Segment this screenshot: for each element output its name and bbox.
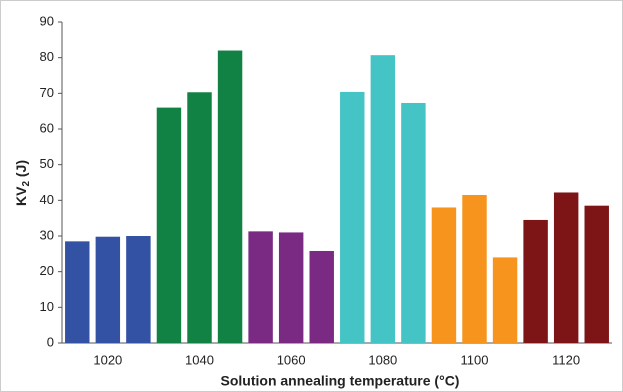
y-axis-label: KV2 (J) [13, 160, 32, 206]
bar [248, 231, 273, 343]
bar [462, 194, 487, 343]
y-tick-label: 10 [40, 299, 54, 314]
bar [126, 236, 151, 343]
y-tick-label: 20 [40, 263, 54, 278]
x-tick-label: 1120 [552, 352, 580, 367]
x-tick-label: 1080 [368, 352, 397, 367]
bar [65, 241, 90, 343]
bar [156, 107, 182, 343]
bar [553, 192, 579, 343]
x-tick-label: 1060 [277, 352, 306, 367]
y-tick-label: 60 [40, 120, 54, 135]
bar [95, 236, 121, 343]
x-tick-label: 1040 [185, 352, 214, 367]
y-label-sub: 2 [21, 181, 32, 187]
bar [401, 102, 426, 343]
y-label-main: KV [13, 186, 29, 206]
bar [309, 250, 334, 343]
bar [492, 257, 518, 343]
x-axis-label: Solution annealing temperature (°C) [221, 373, 460, 389]
bar [370, 55, 396, 344]
bar [217, 50, 243, 344]
x-tick-label: 1100 [461, 352, 489, 367]
y-tick-label: 70 [40, 85, 54, 100]
y-tick-label: 0 [47, 334, 54, 349]
y-tick-label: 80 [40, 49, 54, 64]
y-tick-label: 30 [40, 227, 54, 242]
bar [278, 232, 304, 343]
bar [187, 92, 212, 343]
y-tick-label: 40 [40, 192, 54, 207]
y-label-unit: (J) [13, 160, 29, 181]
y-tick-label: 50 [40, 156, 54, 171]
x-tick-label: 1020 [93, 352, 122, 367]
y-tick-label: 90 [40, 13, 54, 28]
bar [340, 91, 365, 343]
bar [431, 207, 457, 343]
bar [584, 205, 609, 343]
bar [523, 219, 548, 343]
